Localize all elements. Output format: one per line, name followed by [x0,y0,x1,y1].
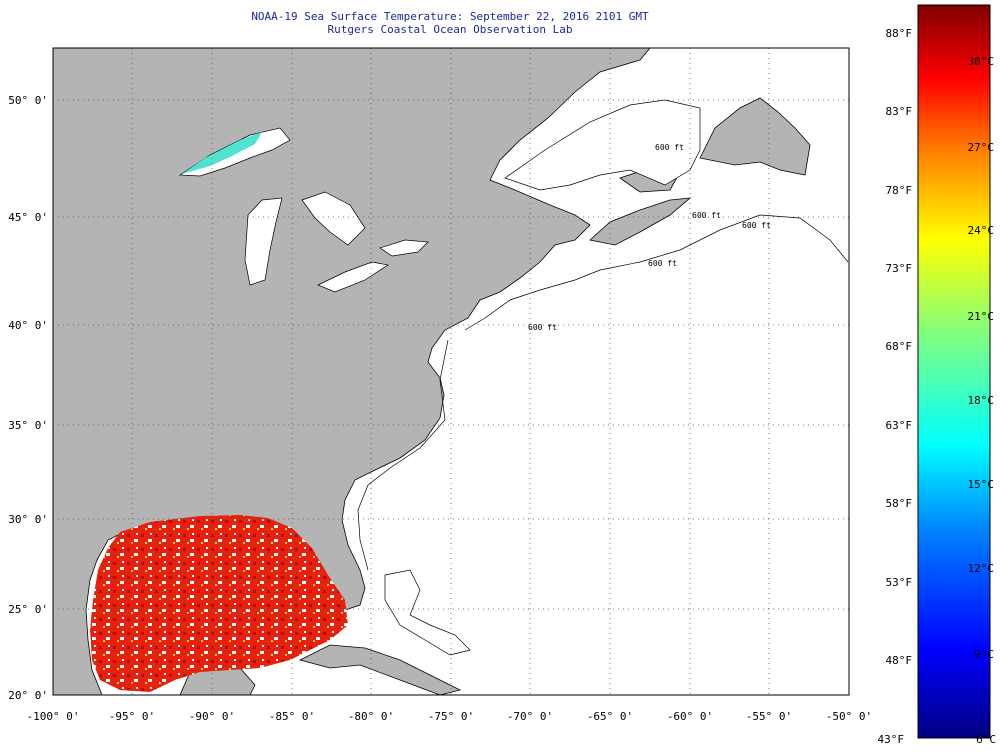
isobath-east [464,214,849,331]
lake-erie [317,261,389,293]
map-title: NOAA-19 Sea Surface Temperature: Septemb… [251,10,649,23]
lon-tick-label: -55° 0' [746,710,792,723]
legend-f-label: 43°F [878,733,905,746]
lake-superior-sst [182,132,262,174]
lake-huron [301,191,366,246]
legend-c-label: 21°C [968,310,995,323]
lon-tick-label: -50° 0' [826,710,872,723]
isobath-label: 600 ft [655,143,684,152]
gulf-of-st-lawrence [504,99,701,191]
lat-tick-label: 30° 0' [8,513,48,526]
legend-c-label: 6°C [976,733,996,746]
legend-f-label: 83°F [886,105,913,118]
lon-tick-label: -70° 0' [507,710,553,723]
lake-ontario [379,239,429,257]
lake-michigan [244,197,283,286]
legend-f-label: 73°F [886,262,913,275]
lat-tick-label: 35° 0' [8,419,48,432]
bahamas-banks [384,569,471,656]
legend-f-label: 68°F [886,340,913,353]
legend-f-label: 58°F [886,497,913,510]
lon-tick-label: -90° 0' [189,710,235,723]
lon-tick-label: -85° 0' [269,710,315,723]
isobath-south [357,339,449,571]
map-frame [52,47,850,696]
map-subtitle: Rutgers Coastal Ocean Observation Lab [327,23,573,36]
legend-f-label: 78°F [886,184,913,197]
isobath-label: 600 ft [648,259,677,268]
legend-c-label: 9°C [974,648,994,661]
legend-c-label: 27°C [968,141,995,154]
lat-tick-label: 50° 0' [8,94,48,107]
land-cuba [298,644,462,695]
gulf-sst-field [90,515,348,692]
lat-tick-label: 25° 0' [8,603,48,616]
isobath-label: 600 ft [742,221,771,230]
legend-c-label: 30°C [968,55,995,68]
lat-tick-label: 40° 0' [8,319,48,332]
lon-tick-label: -95° 0' [109,710,155,723]
legend-f-label: 53°F [886,576,913,589]
legend-c-label: 18°C [968,394,995,407]
lon-tick-label: -75° 0' [428,710,474,723]
legend-c-label: 12°C [968,562,995,575]
lon-tick-label: -80° 0' [348,710,394,723]
lon-tick-label: -60° 0' [667,710,713,723]
legend-f-label: 88°F [886,27,913,40]
legend-c-label: 15°C [968,478,995,491]
isobath-label: 600 ft [528,323,557,332]
legend-f-label: 48°F [886,654,913,667]
lat-tick-label: 45° 0' [8,211,48,224]
isobath-label: 600 ft [692,211,721,220]
legend-f-label: 63°F [886,419,913,432]
temperature-colorbar [917,4,991,739]
legend-c-label: 24°C [968,224,995,237]
lon-tick-label: -100° 0' [27,710,80,723]
land-newfoundland [699,97,811,176]
lat-tick-label: 20° 0' [8,689,48,702]
lon-tick-label: -65° 0' [587,710,633,723]
